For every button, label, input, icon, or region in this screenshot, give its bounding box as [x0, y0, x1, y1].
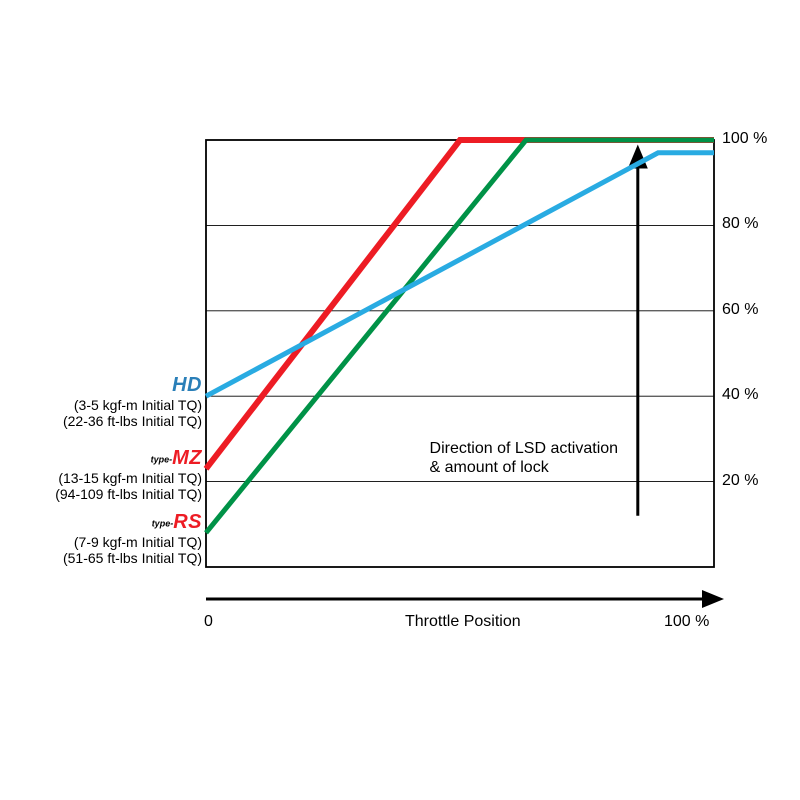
- y-axis-tick-label: 20 %: [722, 472, 758, 490]
- series-label-rs: type-RS(7-9 kgf-m Initial TQ)(51-65 ft-l…: [2, 511, 202, 566]
- annotation-line2: & amount of lock: [430, 459, 549, 476]
- series-hd-detail-1: (3-5 kgf-m Initial TQ): [2, 397, 202, 413]
- series-hd-detail-2: (22-36 ft-lbs Initial TQ): [2, 413, 202, 429]
- x-axis-tick-100: 100 %: [664, 613, 709, 631]
- series-hd-brand: HD: [172, 374, 202, 396]
- series-rs-prefix: type-: [152, 518, 174, 528]
- x-axis-tick-0: 0: [204, 613, 213, 631]
- series-mz-prefix: type-: [151, 454, 173, 464]
- series-rs-detail-2: (51-65 ft-lbs Initial TQ): [2, 550, 202, 566]
- y-axis-tick-label: 40 %: [722, 386, 758, 404]
- annotation-line1: Direction of LSD activation: [430, 440, 619, 457]
- x-axis-label: Throttle Position: [405, 613, 521, 631]
- series-mz-brand: MZ: [172, 447, 202, 469]
- series-label-hd: HD(3-5 kgf-m Initial TQ)(22-36 ft-lbs In…: [2, 374, 202, 429]
- y-axis-tick-label: 60 %: [722, 301, 758, 319]
- series-rs-brand: RS: [173, 511, 202, 533]
- series-mz-detail-1: (13-15 kgf-m Initial TQ): [2, 470, 202, 486]
- x-axis-arrowhead: [702, 590, 724, 608]
- y-axis-tick-label: 80 %: [722, 215, 758, 233]
- y-axis-tick-label: 100 %: [722, 130, 767, 148]
- series-mz-detail-2: (94-109 ft-lbs Initial TQ): [2, 486, 202, 502]
- annotation-text: Direction of LSD activation & amount of …: [430, 439, 619, 477]
- series-label-mz: type-MZ(13-15 kgf-m Initial TQ)(94-109 f…: [2, 447, 202, 502]
- series-rs-detail-1: (7-9 kgf-m Initial TQ): [2, 534, 202, 550]
